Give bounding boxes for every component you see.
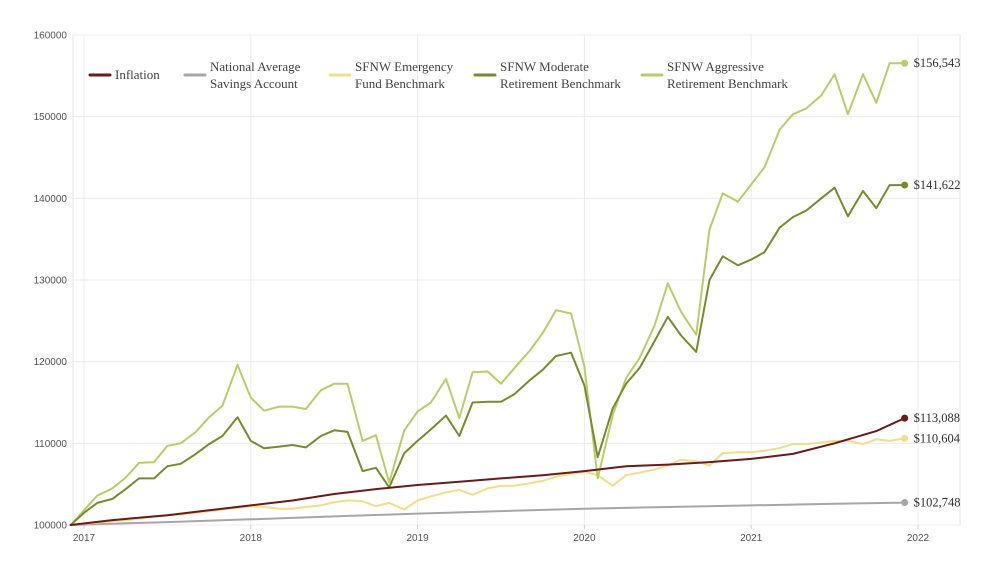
legend-label: SFNW Moderate [500, 59, 589, 74]
series-endpoint-marker [901, 59, 909, 67]
y-tick-label: 110000 [34, 439, 67, 450]
x-tick-label: 2019 [406, 533, 429, 544]
axes: 160000 150000 140000 130000 120000 110000 1000… [34, 31, 930, 545]
x-tick-label: 2021 [740, 533, 763, 544]
series-endpoint-marker [901, 181, 909, 189]
series-line-3 [69, 184, 906, 526]
legend-label: SFNW Aggressive [667, 59, 764, 74]
series-line-4 [69, 62, 906, 526]
legend-label: Inflation [115, 67, 160, 82]
y-tick-label: 100000 [34, 521, 68, 532]
legend-label: Savings Account [210, 76, 298, 91]
x-tick-label: 2018 [240, 533, 263, 544]
y-tick-label: 150000 [34, 112, 68, 123]
series-end-label: $156,543 [914, 56, 961, 70]
series-endpoint-marker [901, 499, 909, 507]
y-tick-label: 120000 [34, 357, 68, 368]
x-tick-label: 2022 [907, 533, 930, 544]
series-line-1 [69, 501, 906, 526]
y-tick-label: 130000 [34, 276, 68, 287]
legend: Inflation National Average Savings Account… [88, 59, 788, 91]
series-endpoint-marker [901, 414, 909, 422]
series-lines [69, 62, 906, 526]
legend-label: Retirement Benchmark [667, 76, 788, 91]
series-end-label: $113,088 [914, 411, 960, 425]
series-endpoints: $113,088 $102,748 $110,604 $141,622 $156,543 [901, 56, 961, 510]
x-tick-label: 2020 [573, 533, 596, 544]
legend-label: Fund Benchmark [355, 76, 445, 91]
legend-label: Retirement Benchmark [500, 76, 621, 91]
gridlines [72, 34, 961, 526]
series-end-label: $141,622 [914, 178, 961, 192]
legend-label: SFNW Emergency [355, 59, 454, 74]
series-end-label: $102,748 [914, 496, 961, 510]
legend-label: National Average [210, 59, 301, 74]
series-end-label: $110,604 [914, 431, 961, 445]
y-tick-label: 160000 [34, 31, 68, 42]
y-tick-label: 140000 [34, 194, 68, 205]
series-endpoint-marker [901, 434, 909, 442]
x-tick-label: 2017 [73, 533, 96, 544]
series-line-0 [69, 417, 906, 526]
